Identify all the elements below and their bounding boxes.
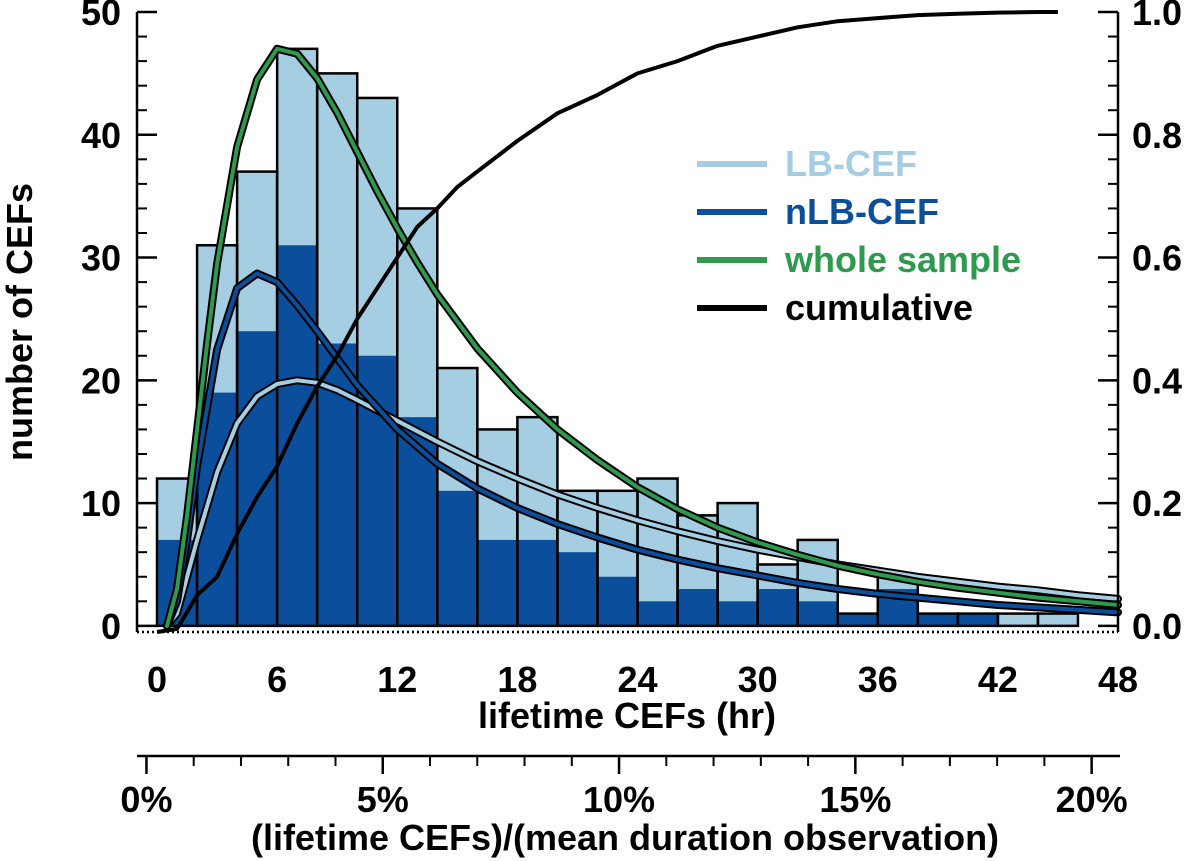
cumulative-line bbox=[156, 10, 1058, 634]
nlb-cef-bar bbox=[477, 539, 518, 626]
y-tick-label: 50 bbox=[81, 0, 121, 33]
x2-tick-label: 20% bbox=[1056, 779, 1128, 820]
lb-cef-fit-curve bbox=[165, 378, 1120, 628]
x-tick-label: 6 bbox=[267, 659, 287, 700]
nlb-cef-bar bbox=[637, 601, 678, 626]
x-tick-label: 36 bbox=[858, 659, 898, 700]
lb-cef-bar bbox=[997, 613, 1038, 626]
x2-tick-label: 5% bbox=[357, 779, 409, 820]
lb-cef-bar bbox=[1037, 613, 1078, 626]
y-axis-title: number of CEFs bbox=[0, 183, 40, 461]
x2-tick-label: 15% bbox=[819, 779, 891, 820]
legend-label-lb-cef: LB-CEF bbox=[785, 143, 917, 184]
legend-label-cumulative: cumulative bbox=[785, 287, 973, 328]
nlb-cef-bar bbox=[437, 490, 478, 626]
y2-tick-label: 0.2 bbox=[1132, 483, 1182, 524]
nlb-cef-bar bbox=[517, 539, 558, 626]
plot-frame bbox=[135, 12, 1120, 634]
nlb-cef-bar bbox=[757, 589, 798, 626]
legend: LB-CEF nLB-CEF whole sample cumulative bbox=[697, 143, 1021, 328]
y-tick-label: 40 bbox=[81, 115, 121, 156]
nlb-cef-bar bbox=[837, 613, 878, 626]
x2-tick-label: 10% bbox=[583, 779, 655, 820]
nlb-cef-bar bbox=[557, 552, 598, 626]
x-tick-label: 24 bbox=[617, 659, 657, 700]
y-tick-label: 30 bbox=[81, 238, 121, 279]
nlb-cef-bar bbox=[597, 576, 638, 626]
y2-tick-label: 1.0 bbox=[1132, 0, 1182, 33]
y2-tick-label: 0.6 bbox=[1132, 238, 1182, 279]
y2-tick-label: 0.8 bbox=[1132, 115, 1182, 156]
nlb-cef-bar bbox=[957, 613, 998, 626]
whole-sample-fit-curve bbox=[165, 46, 1120, 628]
y-tick-label: 10 bbox=[81, 483, 121, 524]
y-tick-label: 0 bbox=[101, 606, 121, 647]
x-tick-label: 0 bbox=[147, 659, 167, 700]
x-tick-label: 12 bbox=[377, 659, 417, 700]
legend-label-nlb-cef: nLB-CEF bbox=[785, 191, 939, 232]
y2-tick-label: 0.4 bbox=[1132, 360, 1182, 401]
nlb-cef-bar bbox=[677, 589, 718, 626]
y-tick-label: 20 bbox=[81, 360, 121, 401]
x-tick-label: 48 bbox=[1098, 659, 1138, 700]
axis-ticks: 0 10 20 30 40 50 0.0 0.2 0.4 0.6 0.8 1.0 0 6 12 18 24 30 3… bbox=[81, 0, 1182, 820]
x-axis-title: lifetime CEFs (hr) bbox=[478, 695, 776, 736]
nlb-cef-bar bbox=[717, 601, 758, 626]
secondary-x-axis-title: (lifetime CEFs)/(mean duration observati… bbox=[251, 817, 999, 858]
nlb-cef-bar bbox=[797, 601, 838, 626]
y2-tick-label: 0.0 bbox=[1132, 606, 1182, 647]
x-tick-label: 18 bbox=[497, 659, 537, 700]
fit-curves bbox=[156, 10, 1122, 634]
x-tick-label: 42 bbox=[978, 659, 1018, 700]
x-tick-label: 30 bbox=[738, 659, 778, 700]
nlb-cef-bar bbox=[917, 613, 958, 626]
nlb-cef-fit-curve bbox=[165, 271, 1120, 628]
legend-label-whole-sample: whole sample bbox=[784, 239, 1021, 280]
bar-outline bbox=[1036, 612, 1080, 628]
nlb-cef-bar bbox=[397, 417, 438, 626]
x2-tick-label: 0% bbox=[120, 779, 172, 820]
